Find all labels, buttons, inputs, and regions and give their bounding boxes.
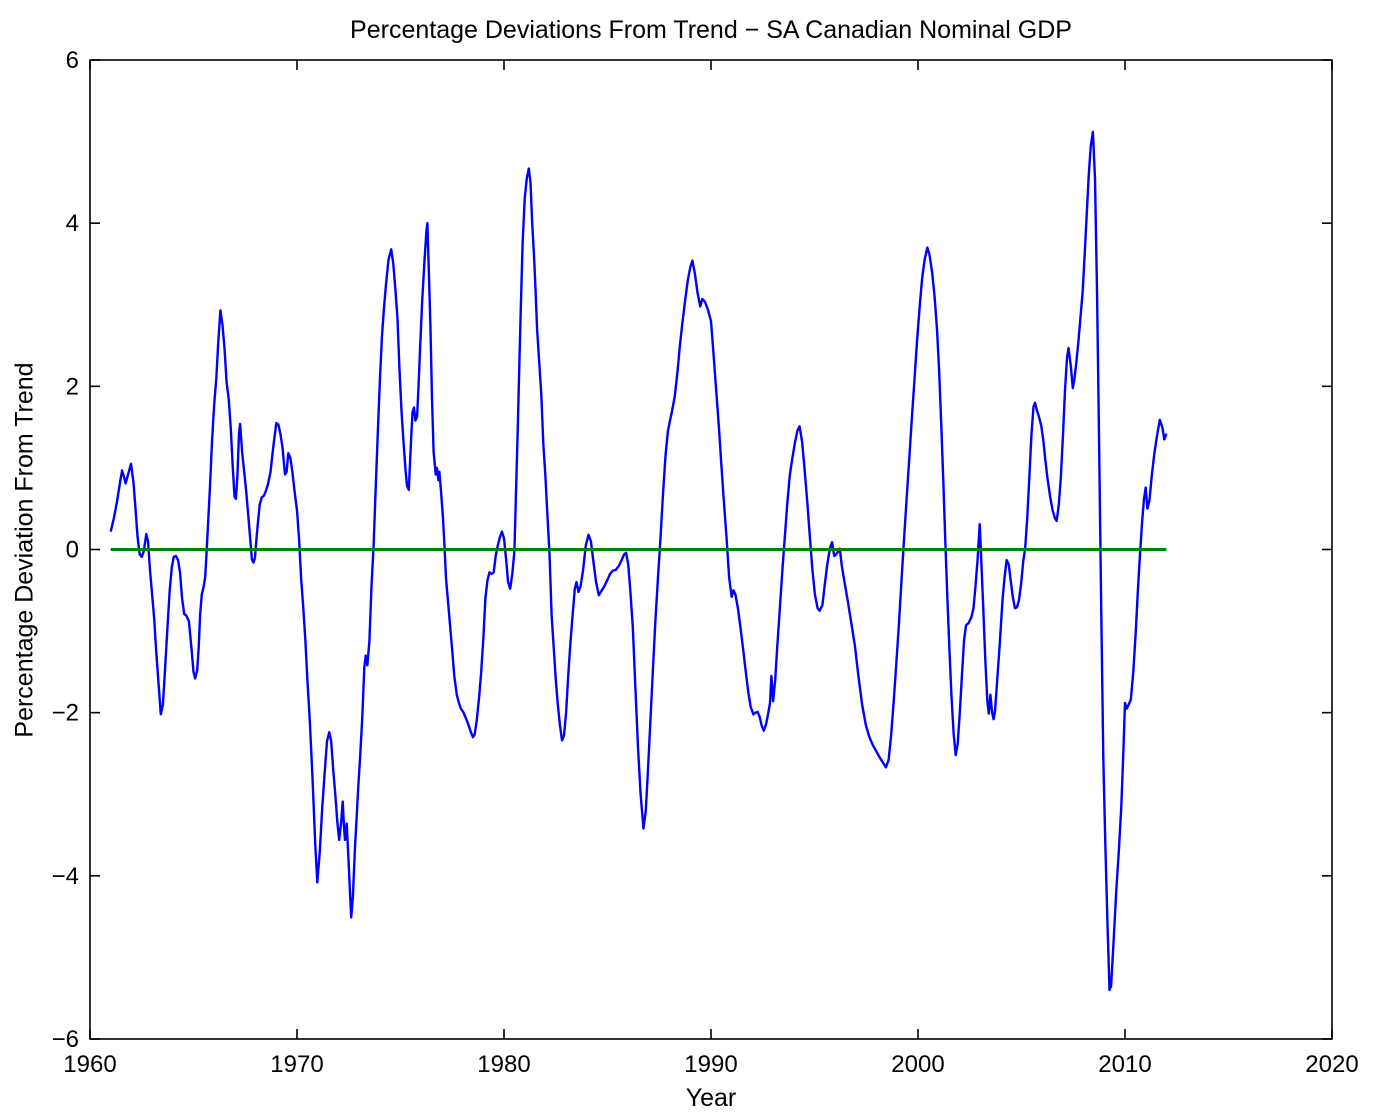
x-tick-label: 1980 (477, 1051, 530, 1078)
y-tick-label: 6 (66, 47, 79, 74)
gdp-deviation-line (109, 130, 1168, 992)
y-tick-label: 2 (66, 373, 79, 400)
y-tick-label: 0 (66, 537, 79, 564)
x-tick-label: 1970 (270, 1051, 323, 1078)
x-tick-label: 2010 (1098, 1051, 1151, 1078)
y-tick-label: −4 (52, 863, 79, 890)
x-tick-label: 2000 (891, 1051, 944, 1078)
x-axis-label: Year (685, 1084, 737, 1112)
x-tick-label: 1990 (684, 1051, 737, 1078)
y-tick-label: 4 (66, 210, 79, 237)
y-tick-label: −2 (52, 700, 79, 727)
x-tick-label: 2020 (1305, 1051, 1358, 1078)
chart-title: Percentage Deviations From Trend − SA Ca… (350, 16, 1072, 44)
x-tick-label: 1960 (63, 1051, 116, 1078)
y-axis-label: Percentage Deviation From Trend (10, 362, 39, 738)
y-tick-label: −6 (52, 1026, 79, 1053)
